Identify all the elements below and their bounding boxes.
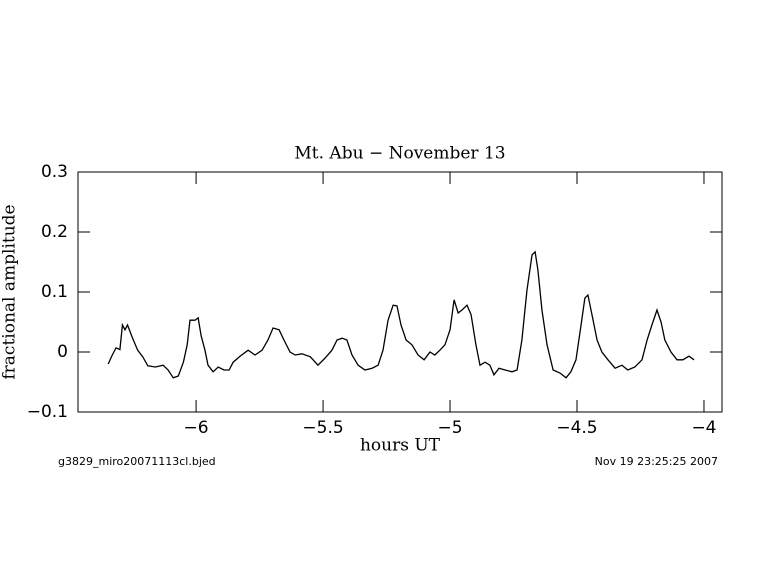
chart-title: Mt. Abu − November 13 [294,144,505,164]
y-tick-label: −0.1 [27,402,68,422]
data-line [107,250,695,379]
y-tick-label: 0.2 [41,222,68,242]
x-tick-label: −4.5 [556,418,597,438]
y-axis-label: fractional amplitude [0,204,20,379]
footer-left: g3829_miro20071113cl.bjed [58,455,216,468]
y-tick-label: 0.1 [41,282,68,302]
x-tick-label: −4 [691,418,716,438]
y-tick-label: 0 [57,342,68,362]
x-axis-label: hours UT [360,436,441,456]
x-tick-label: −6 [184,418,209,438]
x-tick-label: −5.5 [302,418,343,438]
footer-right: Nov 19 23:25:25 2007 [595,455,718,468]
x-tick-label: −5 [437,418,462,438]
y-tick-label: 0.3 [41,162,68,182]
